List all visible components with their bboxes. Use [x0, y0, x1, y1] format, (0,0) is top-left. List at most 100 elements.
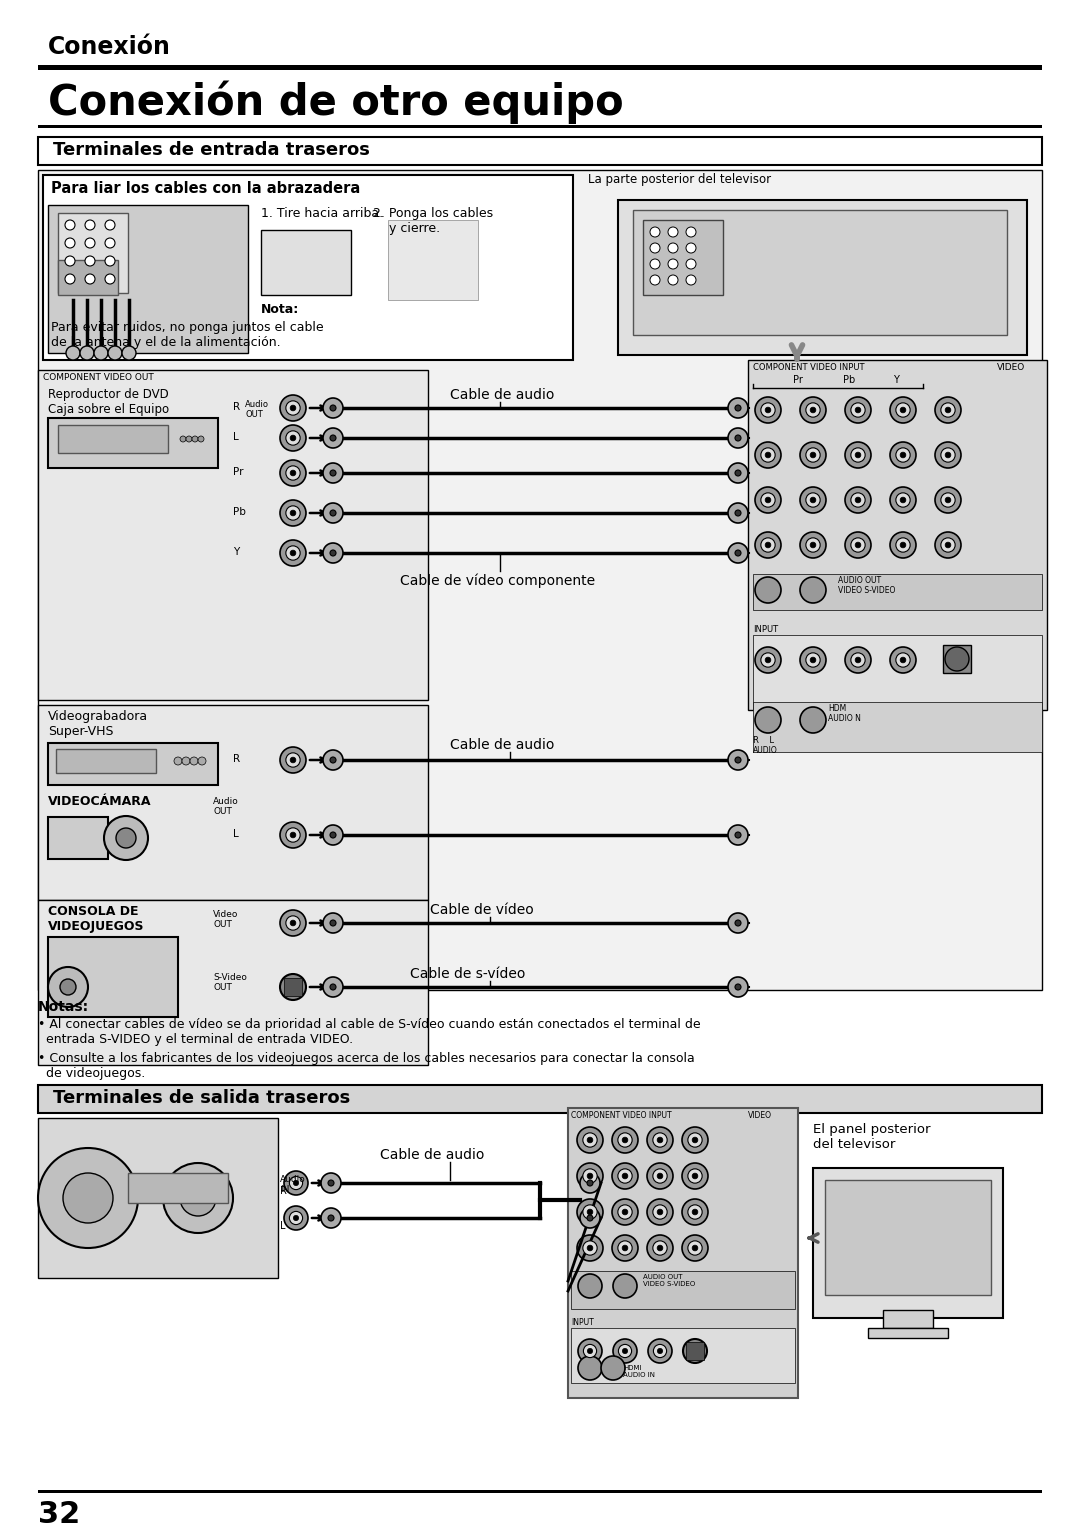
Circle shape — [330, 435, 336, 441]
Bar — [38, 1119, 278, 1277]
Circle shape — [890, 533, 916, 559]
Text: AUDIO: AUDIO — [753, 746, 778, 755]
Circle shape — [65, 238, 75, 249]
Circle shape — [760, 493, 775, 507]
Circle shape — [294, 1215, 299, 1221]
Circle shape — [65, 256, 75, 266]
Circle shape — [945, 497, 950, 504]
Bar — [38, 66, 1042, 70]
Circle shape — [845, 533, 870, 559]
Circle shape — [890, 647, 916, 673]
Circle shape — [323, 543, 343, 563]
Bar — [748, 360, 1047, 710]
Circle shape — [330, 404, 336, 410]
Circle shape — [330, 920, 336, 926]
Circle shape — [935, 487, 961, 513]
Circle shape — [577, 1163, 603, 1189]
Bar — [568, 1108, 798, 1398]
Text: Cable de s-vídeo: Cable de s-vídeo — [410, 967, 525, 981]
Circle shape — [935, 443, 961, 468]
Circle shape — [851, 537, 865, 552]
Circle shape — [728, 504, 748, 523]
Circle shape — [683, 1338, 707, 1363]
Circle shape — [577, 1235, 603, 1260]
Circle shape — [760, 447, 775, 462]
Circle shape — [895, 653, 910, 667]
Circle shape — [760, 537, 775, 552]
Text: VIDEO: VIDEO — [997, 363, 1025, 372]
Circle shape — [588, 1180, 593, 1186]
Circle shape — [800, 577, 826, 603]
Bar — [38, 900, 428, 1065]
Circle shape — [323, 398, 343, 418]
Text: COMPONENT VIDEO INPUT: COMPONENT VIDEO INPUT — [753, 363, 864, 372]
Circle shape — [291, 470, 296, 476]
Bar — [388, 220, 478, 301]
Circle shape — [945, 647, 969, 671]
Text: INPUT: INPUT — [753, 626, 778, 633]
Text: La parte posterior del televisor: La parte posterior del televisor — [588, 172, 771, 186]
Bar — [618, 200, 1027, 356]
Bar — [48, 204, 248, 353]
Text: El panel posterior
del televisor: El panel posterior del televisor — [813, 1123, 931, 1151]
Text: HDM
AUDIO N: HDM AUDIO N — [828, 703, 861, 723]
Circle shape — [688, 1206, 702, 1219]
Text: COMPONENT VIDEO OUT: COMPONENT VIDEO OUT — [43, 372, 153, 382]
Circle shape — [613, 1274, 637, 1299]
Circle shape — [851, 403, 865, 417]
Text: VIDEOCÁMARA: VIDEOCÁMARA — [48, 795, 151, 807]
Text: Pr: Pr — [233, 467, 243, 478]
Circle shape — [935, 533, 961, 559]
Circle shape — [648, 1338, 672, 1363]
Circle shape — [186, 436, 192, 443]
Circle shape — [618, 1241, 632, 1256]
Circle shape — [85, 256, 95, 266]
Circle shape — [48, 967, 87, 1007]
Bar — [753, 702, 1042, 752]
Circle shape — [800, 397, 826, 423]
Circle shape — [735, 549, 741, 555]
Text: 32: 32 — [38, 1500, 80, 1526]
Bar — [38, 1489, 1042, 1492]
Bar — [868, 1328, 948, 1338]
Circle shape — [622, 1173, 627, 1180]
Circle shape — [755, 577, 781, 603]
Circle shape — [280, 459, 306, 485]
Text: Reproductor de DVD
Caja sobre el Equipo: Reproductor de DVD Caja sobre el Equipo — [48, 388, 170, 417]
Circle shape — [728, 543, 748, 563]
Circle shape — [755, 487, 781, 513]
Circle shape — [612, 1199, 638, 1225]
Text: R: R — [233, 401, 240, 412]
Text: Cable de audio: Cable de audio — [450, 739, 554, 752]
Text: 2. Ponga los cables
    y cierre.: 2. Ponga los cables y cierre. — [373, 208, 494, 235]
Bar — [633, 211, 1007, 336]
Bar — [753, 574, 1042, 610]
Circle shape — [652, 1241, 667, 1256]
Circle shape — [728, 398, 748, 418]
Circle shape — [618, 1206, 632, 1219]
Circle shape — [755, 707, 781, 732]
Circle shape — [85, 220, 95, 230]
Circle shape — [198, 757, 206, 765]
Bar — [686, 1341, 704, 1360]
Circle shape — [800, 487, 826, 513]
Circle shape — [855, 542, 861, 548]
Text: Pb: Pb — [843, 375, 855, 385]
Circle shape — [289, 1177, 302, 1190]
Circle shape — [735, 757, 741, 763]
Bar — [38, 705, 428, 900]
Bar — [129, 1173, 228, 1202]
Circle shape — [755, 647, 781, 673]
Text: • Consulte a los fabricantes de los videojuegos acerca de los cables necesarios : • Consulte a los fabricantes de los vide… — [38, 1051, 694, 1080]
Circle shape — [323, 977, 343, 996]
Circle shape — [612, 1235, 638, 1260]
Circle shape — [895, 447, 910, 462]
Text: VIDEO: VIDEO — [748, 1111, 772, 1120]
Text: Cable de audio: Cable de audio — [450, 388, 554, 401]
Circle shape — [622, 1137, 627, 1143]
Text: S-Video
OUT: S-Video OUT — [213, 974, 247, 992]
Bar — [643, 220, 723, 295]
Circle shape — [583, 1206, 597, 1219]
Circle shape — [935, 397, 961, 423]
Circle shape — [284, 1170, 308, 1195]
